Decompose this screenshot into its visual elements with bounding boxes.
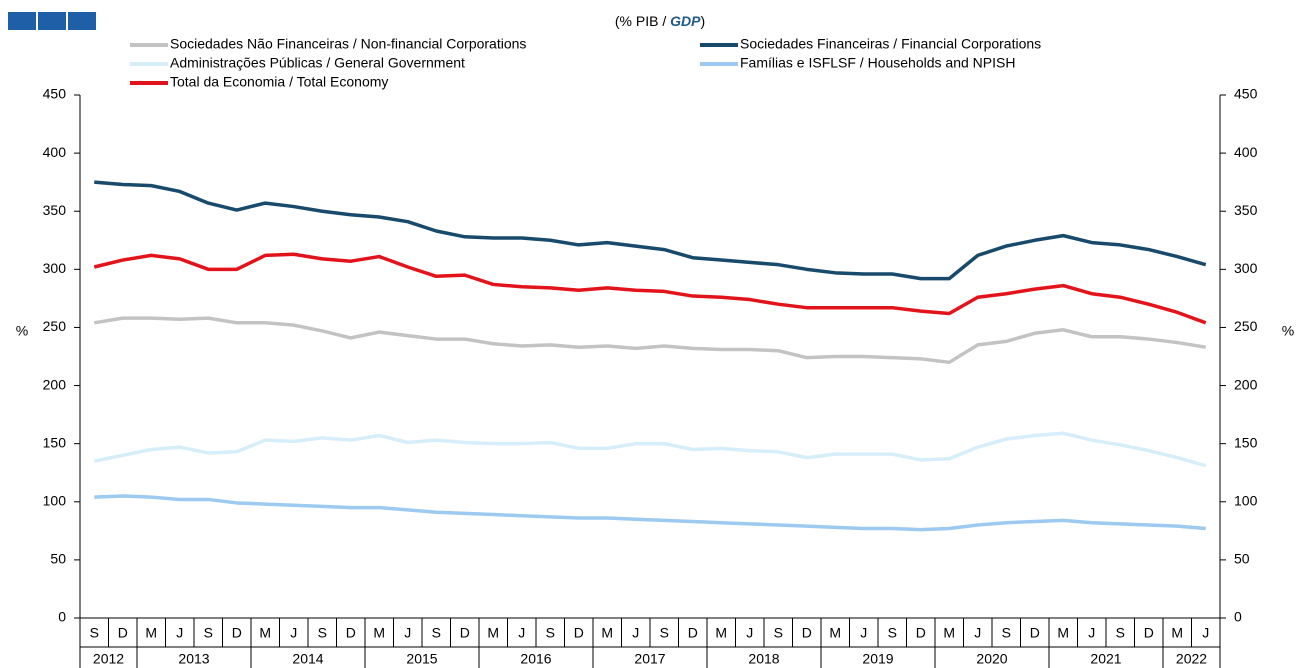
x-tick-label: D — [1144, 625, 1154, 641]
legend-label: Sociedades Não Financeiras / Non-financi… — [170, 36, 526, 52]
year-label: 2019 — [862, 651, 893, 667]
y-tick-label: 250 — [43, 318, 67, 334]
y-tick-label: 400 — [43, 144, 67, 160]
x-tick-label: M — [1171, 625, 1183, 641]
logo-block — [68, 12, 96, 30]
x-tick-label: J — [290, 625, 297, 641]
x-tick-label: M — [601, 625, 613, 641]
x-tick-label: S — [660, 625, 669, 641]
y-tick-label: 100 — [43, 492, 67, 508]
y2-tick-label: 150 — [1234, 434, 1258, 450]
year-label: 2015 — [406, 651, 437, 667]
y2-tick-label: 0 — [1234, 609, 1242, 625]
x-tick-label: S — [774, 625, 783, 641]
subtitle: (% PIB / GDP) — [615, 13, 705, 29]
x-tick-label: J — [176, 625, 183, 641]
x-tick-label: D — [916, 625, 926, 641]
x-tick-label: M — [487, 625, 499, 641]
y-tick-label: 450 — [43, 86, 67, 102]
x-tick-label: M — [259, 625, 271, 641]
x-tick-label: S — [1116, 625, 1125, 641]
x-tick-label: S — [90, 625, 99, 641]
y-tick-label: 300 — [43, 260, 67, 276]
x-tick-label: S — [432, 625, 441, 641]
x-tick-label: D — [574, 625, 584, 641]
series-line — [93, 316, 1207, 365]
x-tick-label: J — [404, 625, 411, 641]
x-tick-label: J — [632, 625, 639, 641]
y2-tick-label: 200 — [1234, 376, 1258, 392]
y2-axis-label: % — [1282, 323, 1294, 339]
year-label: 2014 — [292, 651, 323, 667]
y2-tick-label: 300 — [1234, 260, 1258, 276]
x-tick-label: J — [1088, 625, 1095, 641]
x-tick-label: M — [829, 625, 841, 641]
year-label: 2016 — [520, 651, 551, 667]
y2-tick-label: 450 — [1234, 86, 1258, 102]
legend-label: Famílias e ISFLSF / Households and NPISH — [740, 55, 1015, 71]
x-tick-label: J — [860, 625, 867, 641]
x-tick-label: J — [974, 625, 981, 641]
x-tick-label: D — [118, 625, 128, 641]
y-tick-label: 50 — [50, 551, 66, 567]
series-line — [94, 180, 1207, 281]
x-tick-label: D — [346, 625, 356, 641]
series-line — [94, 494, 1206, 532]
series-line — [93, 431, 1207, 468]
x-tick-label: M — [1057, 625, 1069, 641]
year-label: 2017 — [634, 651, 665, 667]
year-label: 2020 — [976, 651, 1007, 667]
x-tick-label: D — [1030, 625, 1040, 641]
x-tick-label: D — [460, 625, 470, 641]
y2-tick-label: 400 — [1234, 144, 1258, 160]
year-label: 2013 — [178, 651, 209, 667]
x-tick-label: M — [943, 625, 955, 641]
x-tick-label: M — [145, 625, 157, 641]
y2-tick-label: 50 — [1234, 551, 1250, 567]
year-label: 2022 — [1176, 651, 1207, 667]
legend-label: Sociedades Financeiras / Financial Corpo… — [740, 36, 1041, 52]
subtitle-start: (% PIB / — [615, 13, 670, 29]
x-tick-label: J — [746, 625, 753, 641]
x-tick-label: S — [318, 625, 327, 641]
legend-label: Total da Economia / Total Economy — [170, 74, 388, 90]
subtitle-end: ) — [700, 13, 705, 29]
x-tick-label: S — [546, 625, 555, 641]
subtitle-emphasis: GDP — [670, 13, 701, 29]
x-tick-label: S — [204, 625, 213, 641]
y-tick-label: 0 — [58, 609, 66, 625]
y-tick-label: 200 — [43, 376, 67, 392]
year-label: 2021 — [1090, 651, 1121, 667]
x-tick-label: M — [373, 625, 385, 641]
x-tick-label: S — [888, 625, 897, 641]
series-line — [93, 252, 1207, 325]
logo-block — [8, 12, 36, 30]
x-tick-label: J — [518, 625, 525, 641]
y2-tick-label: 100 — [1234, 492, 1258, 508]
x-tick-label: D — [232, 625, 242, 641]
legend-label: Administrações Públicas / General Govern… — [170, 55, 465, 71]
y-tick-label: 350 — [43, 202, 67, 218]
x-tick-label: M — [715, 625, 727, 641]
x-tick-label: D — [802, 625, 812, 641]
y-tick-label: 150 — [43, 434, 67, 450]
year-label: 2018 — [748, 651, 779, 667]
x-tick-label: D — [688, 625, 698, 641]
y-axis-label: % — [16, 323, 28, 339]
year-label: 2012 — [93, 651, 124, 667]
logo-block — [38, 12, 66, 30]
y2-tick-label: 350 — [1234, 202, 1258, 218]
x-tick-label: J — [1202, 625, 1209, 641]
x-tick-label: S — [1002, 625, 1011, 641]
y2-tick-label: 250 — [1234, 318, 1258, 334]
